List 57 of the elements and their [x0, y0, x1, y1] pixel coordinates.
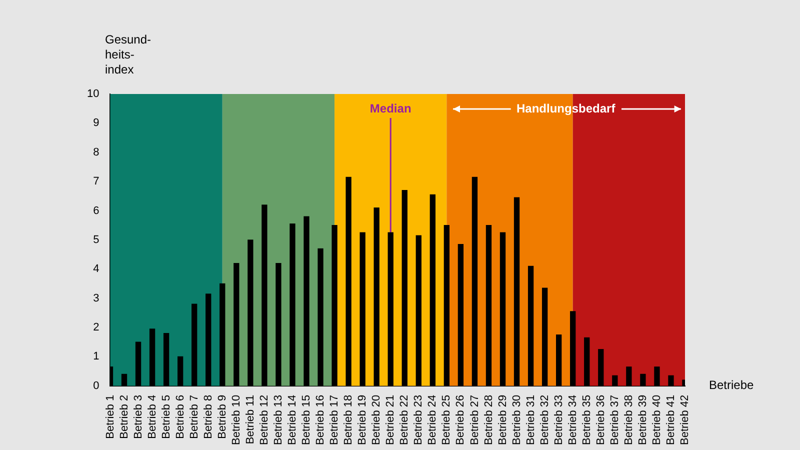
x-tick-label: Betrieb 30	[510, 394, 523, 446]
y-tick-label: 7	[93, 176, 100, 188]
x-tick-label: Betrieb 16	[314, 394, 327, 446]
x-axis-title: Betriebe	[709, 378, 754, 392]
x-tick-label: Betrieb 19	[356, 394, 369, 446]
x-tick-label: Betrieb 36	[594, 394, 607, 446]
x-tick-label: Betrieb 4	[146, 394, 158, 439]
x-tick-label: Betrieb 25	[440, 394, 453, 446]
y-tick-label: 3	[93, 292, 100, 304]
x-tick-label: Betrieb 37	[608, 394, 621, 446]
x-tick-label: Betrieb 35	[580, 394, 593, 446]
y-tick-label: 6	[93, 204, 100, 217]
x-tick-label: Betrieb 1	[104, 394, 116, 439]
annotation: Handlungsbedarf	[516, 101, 616, 116]
x-tick-label: Betrieb 9	[216, 394, 228, 439]
x-tick-label: Betrieb 31	[524, 394, 537, 446]
x-tick-label: Betrieb 41	[665, 394, 678, 446]
x-tick-label: Betrieb 32	[538, 394, 551, 446]
x-tick-label: Betrieb 15	[300, 394, 313, 446]
x-tick-label: Betrieb 38	[622, 394, 635, 446]
x-tick-label: Betrieb 26	[454, 394, 467, 446]
x-tick-label: Betrieb 2	[118, 394, 130, 439]
y-axis-title: Gesund- heits- index	[105, 32, 152, 76]
x-tick-label: Betrieb 5	[160, 394, 172, 439]
x-tick-label: Betrieb 22	[398, 394, 411, 446]
x-tick-label: Betrieb 12	[258, 394, 270, 446]
x-tick-label: Betrieb 39	[636, 394, 649, 446]
x-tick-label: Betrieb 42	[679, 394, 692, 446]
x-tick-label: Betrieb 3	[132, 394, 144, 439]
x-tick-label: Betrieb 28	[482, 394, 495, 446]
x-tick-label: Betrieb 13	[272, 394, 284, 446]
x-tick-label: Betrieb 23	[412, 394, 425, 446]
y-tick-label: 4	[93, 263, 100, 276]
x-tick-label: Betrieb 27	[468, 394, 481, 446]
y-tick-label: 10	[86, 88, 100, 100]
x-tick-label: Betrieb 7	[188, 394, 200, 439]
y-tick-label: 0	[93, 380, 100, 392]
x-tick-label: Betrieb 6	[174, 394, 186, 439]
x-tick-label: Betrieb 14	[286, 394, 299, 446]
x-tick-label: Betrieb 18	[342, 394, 355, 446]
x-tick-label: Betrieb 11	[244, 394, 256, 444]
y-tick-label: 9	[93, 117, 100, 130]
x-tick-label: Betrieb 21	[384, 394, 397, 446]
x-tick-label: Betrieb 33	[552, 394, 565, 446]
x-tick-label: Betrieb 17	[328, 394, 341, 446]
y-tick-label: 5	[93, 234, 100, 246]
x-tick-label: Betrieb 24	[426, 394, 439, 446]
x-tick-label: Betrieb 20	[370, 394, 383, 446]
y-tick-label: 2	[93, 322, 100, 334]
x-tick-label: Betrieb 34	[566, 394, 579, 446]
x-tick-label: Betrieb 29	[496, 394, 509, 446]
x-tick-label: Betrieb 10	[230, 394, 242, 446]
x-tick-label: Betrieb 40	[650, 394, 663, 446]
y-tick-label: 1	[93, 350, 100, 363]
x-tick-label: Betrieb 8	[202, 394, 214, 439]
y-tick-label: 8	[93, 146, 100, 158]
ref-line-label: Median	[370, 101, 412, 116]
